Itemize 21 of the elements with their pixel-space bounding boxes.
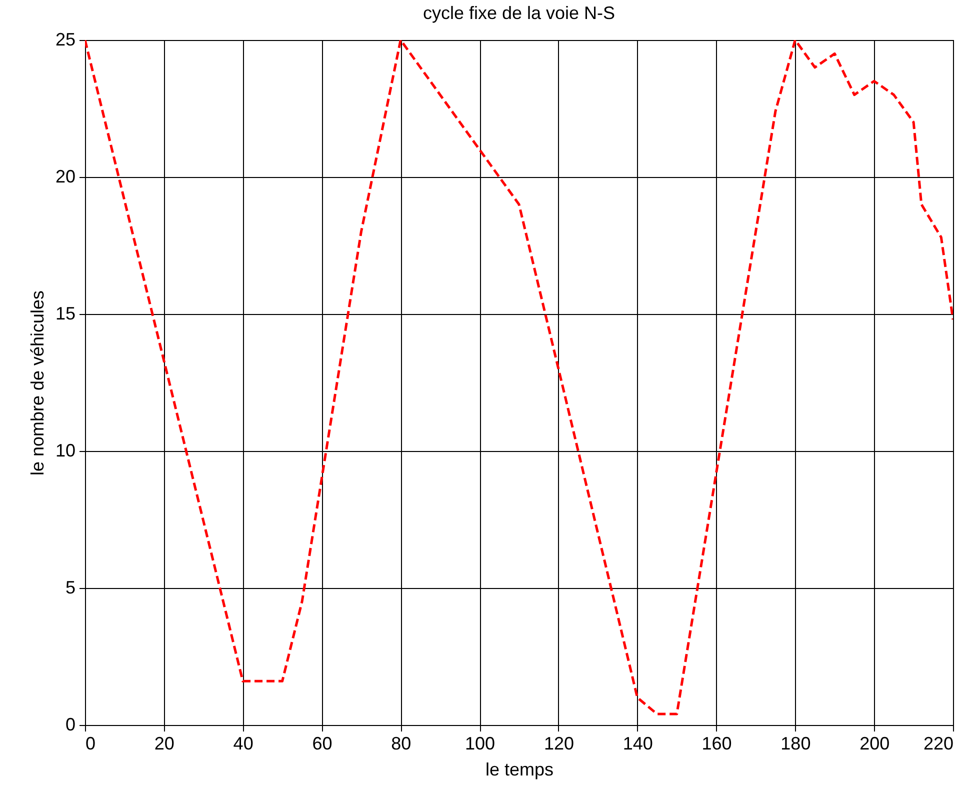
x-tick-label: 140 xyxy=(622,734,653,754)
x-tick-label: 120 xyxy=(544,734,574,754)
x-tick-label: 100 xyxy=(465,734,496,754)
x-tick-label: 0 xyxy=(86,734,96,754)
chart-title: cycle fixe de la voie N-S xyxy=(422,3,616,23)
x-tick-label: 220 xyxy=(923,734,954,754)
y-axis-title: le nombre de véhicules xyxy=(27,290,48,476)
x-tick-label: 200 xyxy=(860,734,890,754)
x-tick-label: 160 xyxy=(702,734,732,754)
y-tick-label: 25 xyxy=(55,30,76,50)
x-tick-label: 80 xyxy=(391,734,412,754)
x-tick-label: 20 xyxy=(154,734,174,754)
x-tick-label: 180 xyxy=(780,734,811,754)
x-tick-label: 60 xyxy=(312,734,332,754)
y-tick-label: 5 xyxy=(65,578,76,598)
y-tick-label: 0 xyxy=(65,714,76,734)
x-axis-title: le temps xyxy=(485,760,554,780)
y-tick-label: 10 xyxy=(55,440,76,460)
y-tick-label: 15 xyxy=(55,304,76,324)
x-tick-label: 40 xyxy=(233,734,254,754)
y-tick-label: 20 xyxy=(55,166,76,186)
